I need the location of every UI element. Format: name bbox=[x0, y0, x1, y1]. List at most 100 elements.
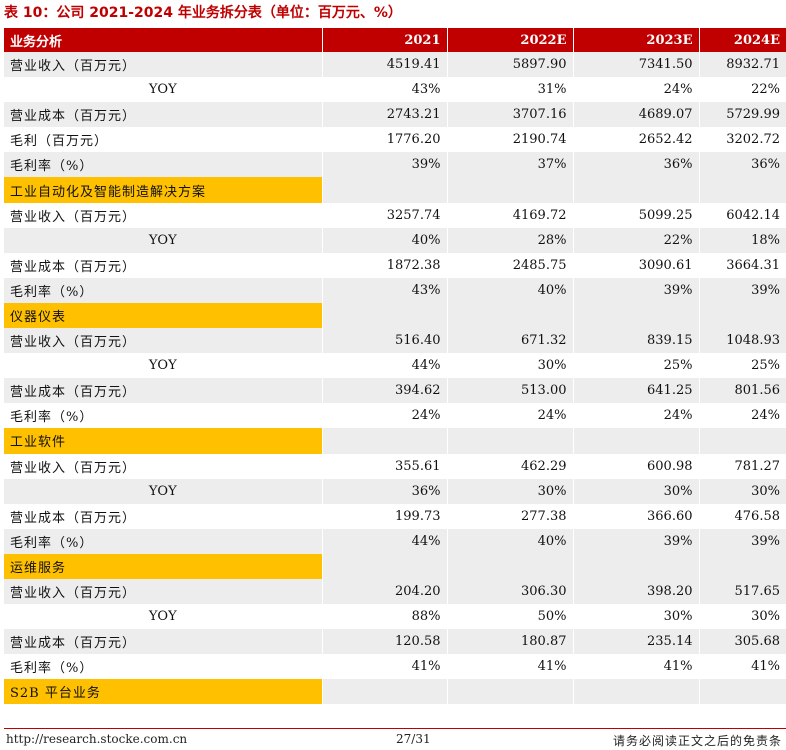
value-cell: 41% bbox=[573, 654, 700, 680]
section-empty-cell bbox=[573, 177, 700, 203]
footer-disclaimer: 请务必阅读正文之后的免责条 bbox=[612, 734, 782, 748]
value-cell: 2652.42 bbox=[573, 127, 700, 153]
table-row: 毛利率（%） 24% 24% 24% 24% bbox=[4, 403, 786, 429]
value-cell: 355.61 bbox=[322, 453, 448, 479]
value-cell: 839.15 bbox=[573, 328, 700, 354]
table-row: 毛利率（%） 44% 40% 39% 39% bbox=[4, 528, 786, 554]
value-cell: 516.40 bbox=[322, 328, 448, 354]
table-row: 营业收入（百万元） 3257.74 4169.72 5099.25 6042.14 bbox=[4, 202, 786, 228]
row-label: 营业收入（百万元） bbox=[4, 52, 323, 78]
value-cell: 39% bbox=[322, 152, 448, 178]
value-cell: 277.38 bbox=[447, 503, 574, 529]
value-cell: 3202.72 bbox=[726, 132, 780, 148]
value-cell: 28% bbox=[447, 227, 574, 253]
section-empty-cell bbox=[699, 428, 786, 454]
section-empty-cell bbox=[447, 302, 574, 329]
value-cell: 600.98 bbox=[573, 453, 700, 479]
value-cell: 2190.74 bbox=[447, 127, 574, 153]
value-cell: 30% bbox=[573, 478, 700, 504]
row-label: 毛利率（%） bbox=[4, 152, 323, 178]
value-cell: 1048.93 bbox=[699, 328, 786, 354]
yoy-row: YOY 43% 31% 24% 22% bbox=[4, 77, 786, 103]
value-cell: 30% bbox=[751, 609, 780, 625]
section-empty-cell bbox=[573, 553, 700, 579]
value-cell: 305.68 bbox=[699, 629, 786, 655]
value-cell: 88% bbox=[322, 604, 448, 630]
value-cell: 24% bbox=[573, 77, 700, 103]
value-cell: 7341.50 bbox=[573, 52, 700, 78]
header-cell-2021: 2021 bbox=[322, 28, 448, 52]
value-cell: 24% bbox=[751, 408, 780, 424]
value-cell: 5729.99 bbox=[699, 102, 786, 128]
value-cell: 120.58 bbox=[322, 629, 448, 655]
value-cell: 2485.75 bbox=[447, 252, 574, 278]
value-cell: 39% bbox=[699, 277, 786, 303]
footer-page-number: 27/31 bbox=[396, 732, 431, 746]
section-label: 仪器仪表 bbox=[4, 302, 323, 329]
table-row: 毛利率（%） 39% 37% 36% 36% bbox=[4, 152, 786, 178]
value-cell: 24% bbox=[322, 403, 448, 429]
section-row: S2B 平台业务 bbox=[4, 679, 786, 705]
value-cell: 3090.61 bbox=[573, 252, 700, 278]
value-cell: 24% bbox=[447, 403, 574, 429]
table-row: 营业收入（百万元） 4519.41 5897.90 7341.50 8932.71 bbox=[4, 52, 786, 78]
value-cell: 513.00 bbox=[447, 378, 574, 404]
header-cell-2024e: 2024E bbox=[699, 28, 786, 52]
section-label: 工业自动化及智能制造解决方案 bbox=[4, 177, 323, 203]
value-cell: 30% bbox=[447, 478, 574, 504]
value-cell: 306.30 bbox=[447, 578, 574, 605]
value-cell: 25% bbox=[573, 353, 700, 379]
table-row: 营业收入（百万元） 355.61 462.29 600.98 781.27 bbox=[4, 453, 786, 479]
value-cell: 25% bbox=[751, 358, 780, 374]
row-label: YOY bbox=[4, 227, 323, 253]
header-cell-2022e: 2022E bbox=[447, 28, 574, 52]
table-row: 毛利率（%） 41% 41% 41% 41% bbox=[4, 654, 786, 680]
section-empty-cell bbox=[573, 679, 700, 705]
value-cell: 2743.21 bbox=[322, 102, 448, 128]
value-cell: 41% bbox=[322, 654, 448, 680]
value-cell: 4689.07 bbox=[573, 102, 700, 128]
row-label: 毛利率（%） bbox=[4, 528, 323, 554]
header-cell-2023e: 2023E bbox=[573, 28, 700, 52]
value-cell: 30% bbox=[573, 604, 700, 630]
value-cell: 39% bbox=[573, 277, 700, 303]
row-label: 营业成本（百万元） bbox=[4, 378, 323, 404]
row-label: 营业收入（百万元） bbox=[4, 202, 323, 228]
value-cell: 1776.20 bbox=[322, 127, 448, 153]
value-cell: 50% bbox=[447, 604, 574, 630]
section-row: 工业自动化及智能制造解决方案 bbox=[4, 177, 786, 203]
value-cell: 235.14 bbox=[573, 629, 700, 655]
value-cell: 40% bbox=[447, 277, 574, 303]
row-label: 毛利率（%） bbox=[4, 277, 323, 303]
value-cell: 5099.25 bbox=[573, 202, 700, 228]
value-cell: 199.73 bbox=[322, 503, 448, 529]
section-empty-cell bbox=[447, 177, 574, 203]
yoy-row: YOY 88% 50% 30% 30% bbox=[4, 604, 786, 630]
section-empty-cell bbox=[573, 302, 700, 329]
table-row: 营业成本（百万元） 120.58 180.87 235.14 305.68 bbox=[4, 629, 786, 655]
section-empty-cell bbox=[447, 428, 574, 454]
row-label: 毛利率（%） bbox=[4, 654, 323, 680]
value-cell: 44% bbox=[322, 528, 448, 554]
table-row: 毛利（百万元） 1776.20 2190.74 2652.42 3202.72 bbox=[4, 127, 786, 153]
row-label: 营业收入（百万元） bbox=[4, 328, 323, 354]
value-cell: 366.60 bbox=[573, 503, 700, 529]
value-cell: 18% bbox=[699, 227, 786, 253]
section-label: 运维服务 bbox=[4, 553, 323, 579]
value-cell: 4169.72 bbox=[447, 202, 574, 228]
section-label: 工业软件 bbox=[4, 428, 323, 454]
value-cell: 462.29 bbox=[447, 453, 574, 479]
value-cell: 22% bbox=[751, 82, 780, 98]
section-empty-cell bbox=[699, 679, 786, 705]
section-empty-cell bbox=[573, 428, 700, 454]
row-label: 营业收入（百万元） bbox=[4, 578, 323, 605]
value-cell: 39% bbox=[699, 528, 786, 554]
section-empty-cell bbox=[699, 302, 786, 329]
value-cell: 44% bbox=[322, 353, 448, 379]
table-row: 营业成本（百万元） 394.62 513.00 641.25 801.56 bbox=[4, 378, 786, 404]
section-row: 工业软件 bbox=[4, 428, 786, 454]
value-cell: 31% bbox=[447, 77, 574, 103]
value-cell: 4519.41 bbox=[322, 52, 448, 78]
value-cell: 6042.14 bbox=[726, 207, 780, 223]
row-label: YOY bbox=[4, 478, 323, 504]
